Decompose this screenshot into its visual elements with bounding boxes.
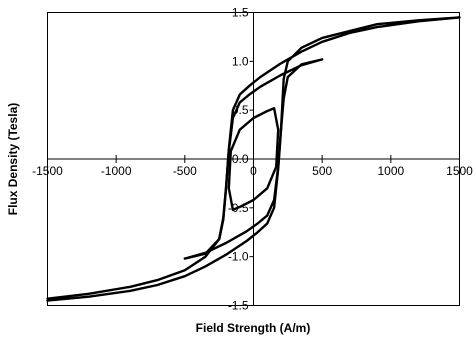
y-tick-label: 1.5 <box>232 6 249 20</box>
y-axis-ticks: -1.5 -1.0 -0.5 0.0 0.5 1.0 1.5 <box>228 6 254 313</box>
x-tick-label: 1500 <box>446 164 473 178</box>
y-tick-label: -0.5 <box>228 201 249 215</box>
y-tick-label: 0.0 <box>232 152 249 166</box>
y-tick-label: -1.5 <box>228 299 249 313</box>
x-axis-ticks: -1500 -1000 -500 0 500 1000 1500 <box>32 155 473 178</box>
x-tick-label: -1000 <box>101 164 132 178</box>
x-tick-label: 500 <box>312 164 332 178</box>
x-tick-label: 1000 <box>377 164 404 178</box>
y-axis-title: Flux Density (Tesla) <box>6 103 20 215</box>
x-tick-label: 0 <box>250 164 257 178</box>
x-axis-title: Field Strength (A/m) <box>196 321 311 335</box>
x-tick-label: -500 <box>173 164 197 178</box>
y-tick-label: -1.0 <box>228 250 249 264</box>
y-tick-label: 0.5 <box>232 103 249 117</box>
x-tick-label: -1500 <box>32 164 63 178</box>
hysteresis-loop-2 <box>183 58 324 260</box>
y-tick-label: 1.0 <box>232 54 249 68</box>
